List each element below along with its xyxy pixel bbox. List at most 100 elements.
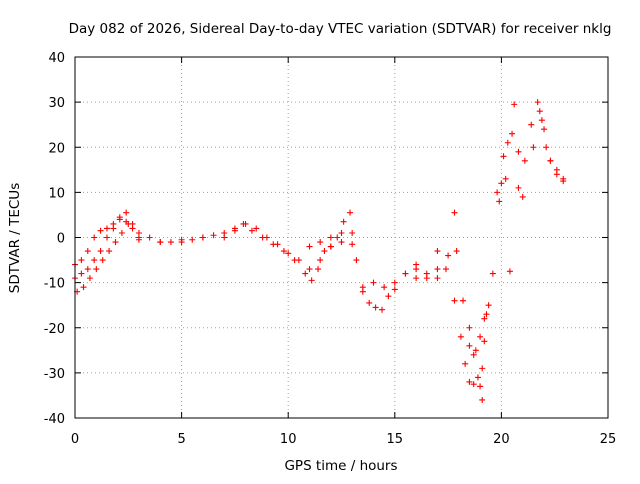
data-point: [504, 139, 511, 146]
data-point: [347, 209, 354, 216]
data-point: [263, 234, 270, 241]
data-point: [349, 229, 356, 236]
y-tick-label: 30: [48, 96, 65, 111]
plot-frame: [74, 56, 609, 419]
data-point: [466, 378, 473, 385]
data-point: [434, 248, 441, 255]
data-point: [97, 227, 104, 234]
data-point: [91, 234, 98, 241]
x-tick-label: 5: [177, 432, 185, 447]
data-point: [402, 270, 409, 277]
data-point: [106, 248, 113, 255]
data-point: [496, 198, 503, 205]
data-point: [315, 266, 322, 273]
data-point: [370, 279, 377, 286]
data-point: [385, 293, 392, 300]
data-point: [248, 227, 255, 234]
data-point: [366, 299, 373, 306]
y-tick-label: 10: [48, 186, 65, 201]
data-point: [509, 130, 516, 137]
data-point: [470, 351, 477, 358]
data-point: [477, 383, 484, 390]
x-tick-label: 25: [600, 432, 617, 447]
data-point: [308, 277, 315, 284]
data-point: [116, 214, 123, 221]
data-point: [157, 239, 164, 246]
data-point: [460, 297, 467, 304]
data-point: [123, 209, 130, 216]
data-point: [511, 101, 518, 108]
data-point: [125, 220, 132, 227]
data-point: [242, 220, 249, 227]
data-point: [178, 236, 185, 243]
data-point: [519, 193, 526, 200]
data-point: [474, 374, 481, 381]
data-point: [84, 266, 91, 273]
data-point: [84, 248, 91, 255]
y-tick-label: 40: [48, 51, 65, 66]
data-point: [413, 275, 420, 282]
data-point: [462, 360, 469, 367]
data-point: [543, 144, 550, 151]
data-point: [434, 266, 441, 273]
data-point: [110, 225, 117, 232]
y-tick-label: -10: [44, 277, 65, 292]
data-point: [97, 248, 104, 255]
data-point: [470, 381, 477, 388]
data-point: [481, 315, 488, 322]
data-points: [72, 99, 567, 403]
data-point: [306, 266, 313, 273]
data-point: [353, 257, 360, 264]
data-point: [359, 288, 366, 295]
data-point: [338, 239, 345, 246]
data-point: [146, 234, 153, 241]
data-point: [479, 396, 486, 403]
data-point: [103, 234, 110, 241]
data-point: [334, 234, 341, 241]
data-point: [129, 225, 136, 232]
data-point: [317, 239, 324, 246]
data-point: [210, 232, 217, 239]
data-point: [199, 234, 206, 241]
x-tick-label: 20: [493, 432, 510, 447]
data-point: [423, 275, 430, 282]
data-point: [466, 324, 473, 331]
data-point: [515, 184, 522, 191]
data-point: [541, 126, 548, 133]
data-point: [466, 342, 473, 349]
data-point: [489, 270, 496, 277]
data-point: [457, 333, 464, 340]
data-point: [521, 157, 528, 164]
grid-lines: [75, 57, 608, 418]
data-point: [434, 275, 441, 282]
data-point: [479, 365, 486, 372]
data-point: [413, 261, 420, 268]
data-point: [536, 108, 543, 115]
data-point: [391, 279, 398, 286]
data-point: [453, 248, 460, 255]
y-tick-label: -30: [44, 367, 65, 382]
data-point: [321, 248, 328, 255]
y-tick-label: -20: [44, 322, 65, 337]
data-point: [451, 209, 458, 216]
data-point: [442, 266, 449, 273]
data-point: [285, 250, 292, 257]
data-point: [327, 243, 334, 250]
data-point: [481, 338, 488, 345]
data-point: [338, 229, 345, 236]
data-point: [534, 99, 541, 106]
data-point: [86, 275, 93, 282]
data-point: [274, 241, 281, 248]
data-point: [78, 257, 85, 264]
data-point: [189, 236, 196, 243]
data-point: [91, 257, 98, 264]
data-point: [231, 225, 238, 232]
data-point: [477, 333, 484, 340]
axis-ticks: 0 5 10 15 20 25 40 30 20 10 0 -10 -20 -30 -40: [44, 51, 617, 447]
data-point: [560, 175, 567, 182]
data-point: [500, 153, 507, 160]
y-tick-label: -40: [44, 412, 65, 427]
data-point: [472, 347, 479, 354]
data-point: [445, 252, 452, 259]
data-point: [530, 144, 537, 151]
